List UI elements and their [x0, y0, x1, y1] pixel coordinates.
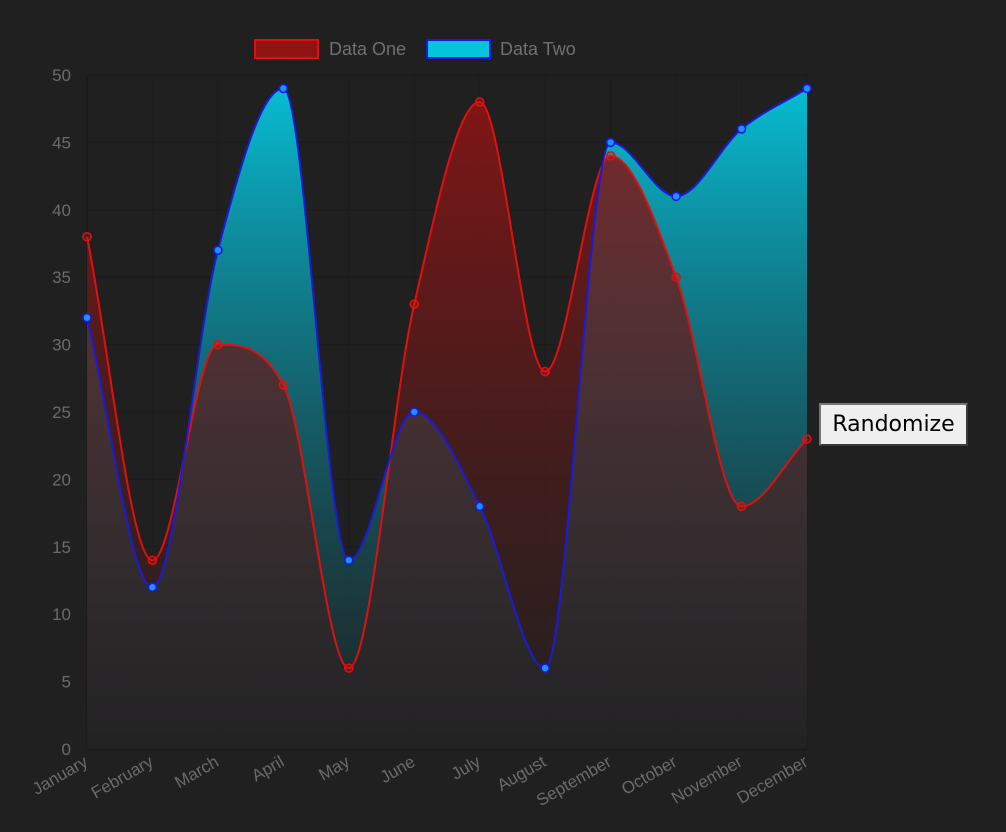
series-lines: [86, 87, 808, 670]
x-tick-label: March: [172, 752, 222, 792]
legend-item-data-one[interactable]: Data One: [254, 39, 406, 59]
x-tick-label: November: [668, 752, 746, 808]
data-point[interactable]: [540, 366, 550, 377]
x-tick-label: May: [315, 752, 353, 785]
series-line-data-two: [86, 87, 808, 670]
data-point[interactable]: [671, 191, 681, 202]
y-tick-label: 10: [52, 605, 71, 624]
data-point[interactable]: [344, 663, 354, 673]
y-tick-label: 0: [62, 740, 71, 759]
legend-swatch: [426, 39, 491, 59]
x-tick-label: January: [29, 752, 91, 799]
data-point[interactable]: [802, 434, 812, 444]
y-tick-label: 40: [52, 201, 71, 220]
y-tick-label: 15: [52, 538, 71, 557]
y-tick-label: 50: [52, 66, 71, 85]
data-point[interactable]: [213, 245, 223, 256]
randomize-button[interactable]: Randomize: [819, 403, 968, 446]
data-point[interactable]: [474, 501, 485, 512]
y-tick-label: 35: [52, 268, 71, 287]
y-tick-label: 45: [52, 133, 71, 152]
area-fill-data-one: [87, 101, 807, 749]
data-point[interactable]: [147, 582, 158, 593]
data-point[interactable]: [278, 83, 289, 94]
y-tick-label: 30: [52, 336, 71, 355]
data-point[interactable]: [474, 97, 485, 107]
x-tick-label: September: [533, 752, 615, 810]
data-point[interactable]: [605, 151, 616, 161]
legend-item-data-two[interactable]: Data Two: [426, 39, 576, 59]
y-axis: 0 5 10 15 20 25 30 35 40 45 50: [52, 66, 71, 759]
x-tick-label: July: [448, 752, 484, 784]
x-tick-label: April: [248, 752, 287, 785]
y-tick-label: 5: [62, 673, 71, 692]
data-point[interactable]: [344, 555, 354, 566]
data-point[interactable]: [540, 663, 550, 673]
data-point[interactable]: [82, 231, 92, 242]
y-tick-label: 25: [52, 403, 71, 422]
data-point[interactable]: [213, 339, 223, 350]
data-point[interactable]: [605, 137, 616, 148]
x-tick-label: February: [88, 752, 157, 803]
data-point[interactable]: [736, 124, 747, 134]
data-points: [82, 83, 812, 673]
legend-label: Data One: [329, 39, 406, 59]
data-point[interactable]: [278, 380, 289, 390]
legend[interactable]: Data One Data Two: [254, 39, 576, 59]
data-point[interactable]: [409, 299, 420, 309]
series-line-data-one: [86, 100, 808, 670]
legend-label: Data Two: [500, 39, 576, 59]
area-fills: [87, 88, 807, 750]
data-point[interactable]: [736, 501, 747, 512]
legend-swatch: [254, 39, 319, 59]
y-tick-label: 20: [52, 470, 71, 489]
data-point[interactable]: [82, 312, 92, 323]
x-tick-label: December: [734, 752, 812, 808]
data-point[interactable]: [671, 272, 681, 283]
data-point[interactable]: [409, 407, 420, 417]
data-point[interactable]: [147, 555, 158, 566]
x-tick-label: June: [377, 752, 418, 787]
data-point[interactable]: [802, 83, 812, 94]
